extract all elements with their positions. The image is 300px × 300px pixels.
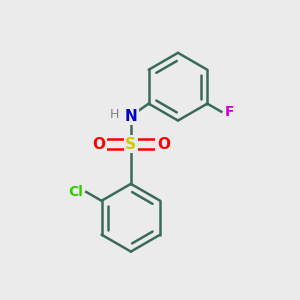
Text: Cl: Cl [68, 185, 83, 199]
Text: F: F [224, 105, 234, 119]
Text: S: S [125, 136, 136, 152]
Text: H: H [110, 108, 119, 121]
Text: O: O [92, 136, 105, 152]
Text: O: O [157, 136, 170, 152]
Text: N: N [124, 109, 137, 124]
